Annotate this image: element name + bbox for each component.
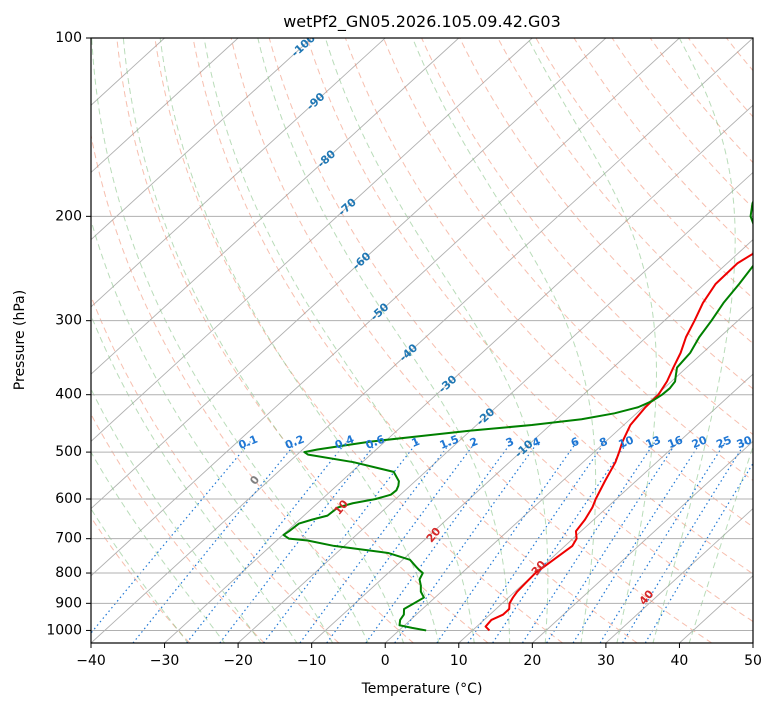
dry-adiabat-line — [192, 38, 638, 643]
moist-adiabat-line — [91, 507, 189, 643]
dry-adiabat-line — [765, 38, 775, 643]
moist-adiabat-line — [91, 387, 262, 643]
mixing-ratio-line — [365, 441, 513, 643]
moist-adiabat-line — [91, 451, 226, 643]
mixing-ratio-label: 3 — [504, 435, 516, 450]
plot-frame — [90, 37, 754, 644]
isotherm-line — [605, 507, 753, 643]
x-tick-label: −40 — [76, 653, 106, 669]
isotherm-line — [91, 38, 386, 308]
dry-adiabat-line — [306, 38, 753, 575]
dry-adiabat-line — [268, 38, 753, 623]
dry-adiabat-line — [154, 38, 563, 643]
dry-adiabat-line — [91, 294, 340, 643]
mixing-ratio-line — [132, 441, 298, 643]
moist-adiabat-line — [91, 314, 298, 643]
mixing-ratio-label: 20 — [690, 433, 709, 451]
mixing-ratio-line — [263, 441, 419, 643]
mixing-ratio-line — [644, 462, 753, 643]
mixing-ratio-line — [186, 441, 348, 643]
y-tick-label: 400 — [55, 387, 82, 403]
mixing-ratio-label: 13 — [644, 433, 663, 451]
mixing-ratio-label: 8 — [597, 435, 609, 450]
isotherm-line — [91, 38, 312, 241]
mixing-ratio-label: 1 — [410, 435, 422, 450]
y-tick-label: 300 — [55, 313, 82, 329]
mixing-ratio-line — [521, 441, 656, 643]
x-tick-label: 20 — [523, 653, 541, 669]
x-tick-label: 10 — [450, 653, 468, 669]
mixing-ratio-line — [299, 441, 452, 643]
chart-title: wetPf2_GN05.2026.105.09.42.G03 — [283, 12, 561, 32]
isotherm-line — [532, 440, 753, 643]
axis-ticks: −40 −30 −20 −10 0 10 20 30 40 50 100 200 300 400 500 60… — [46, 30, 762, 669]
moist-adiabat-line — [159, 38, 440, 643]
y-tick-label: 700 — [55, 531, 82, 547]
mixing-ratio-label: 16 — [666, 433, 685, 451]
y-tick-label: 200 — [55, 208, 82, 224]
x-tick-label: −10 — [297, 653, 327, 669]
isotherm-line — [91, 38, 607, 510]
isotherm-line — [164, 104, 753, 643]
isotherm-line — [752, 642, 753, 643]
mixing-ratio-label: 10 — [617, 433, 636, 451]
y-tick-label: 600 — [55, 491, 82, 507]
dry-adiabat-line — [116, 38, 489, 643]
x-axis-label: Temperature (°C) — [361, 681, 483, 697]
y-tick-label: 1000 — [46, 622, 82, 638]
moist-adiabat-line — [324, 38, 549, 643]
isotherm-line — [91, 38, 533, 442]
y-axis-label: Pressure (hPa) — [12, 290, 28, 390]
dry-adiabat-line — [91, 516, 191, 643]
moist-adiabat-line — [527, 38, 657, 643]
x-tick-label: 40 — [671, 653, 689, 669]
moist-adiabat-line — [203, 38, 475, 643]
isotherm-line — [91, 38, 460, 375]
y-tick-label: 900 — [55, 595, 82, 611]
mixing-ratio-line — [572, 441, 702, 643]
background-lines — [91, 38, 775, 643]
dry-adiabat-line — [91, 413, 265, 643]
dewpoint-profile-line — [282, 200, 753, 632]
moist-adiabat-line — [91, 38, 369, 643]
dry-adiabat-line — [344, 38, 753, 528]
dry-adiabat-line — [230, 38, 713, 643]
profiles — [282, 200, 753, 632]
moist-adiabat-line — [688, 444, 753, 643]
moist-adiabat-line — [91, 218, 334, 643]
isotherm-line — [237, 171, 753, 643]
y-tick-label: 800 — [55, 565, 82, 581]
isotherm-line — [91, 38, 680, 577]
isotherm-line — [458, 373, 753, 643]
dry-adiabat-line — [91, 132, 414, 643]
moist-adiabat-line — [122, 38, 405, 643]
mixing-ratio-label: 30 — [735, 433, 754, 451]
moist-adiabat-line — [257, 38, 511, 643]
y-tick-label: 500 — [55, 444, 82, 460]
mixing-ratio-label: 25 — [714, 433, 733, 451]
isotherm-line — [91, 38, 753, 643]
y-tick-label: 100 — [55, 30, 82, 46]
mixing-ratio-line — [599, 441, 727, 643]
mixing-ratio-line — [394, 441, 539, 643]
isotherm-line — [384, 306, 753, 643]
x-tick-label: 30 — [597, 653, 615, 669]
mixing-ratio-line — [91, 441, 251, 635]
x-tick-label: 0 — [381, 653, 390, 669]
x-tick-label: −20 — [223, 653, 253, 669]
x-tick-label: 50 — [744, 653, 762, 669]
isotherm-line — [311, 239, 753, 643]
moist-adiabat-line — [652, 38, 736, 643]
mixing-ratio-line — [622, 441, 747, 643]
x-tick-label: −30 — [150, 653, 180, 669]
isotherm-line — [91, 38, 239, 174]
mixing-ratio-label: 2 — [468, 435, 480, 450]
mixing-ratio-label: 36 — [755, 433, 774, 451]
